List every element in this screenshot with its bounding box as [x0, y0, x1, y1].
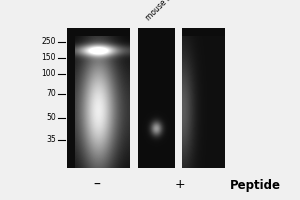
Bar — [175, 28, 182, 168]
Text: mouse brain: mouse brain — [144, 0, 184, 22]
Text: +: + — [175, 178, 185, 192]
Text: –: – — [94, 178, 100, 192]
Bar — [130, 28, 138, 168]
Text: Peptide: Peptide — [230, 178, 280, 192]
Text: 250: 250 — [41, 38, 56, 46]
Text: 100: 100 — [41, 70, 56, 78]
Text: 50: 50 — [46, 114, 56, 122]
Text: 35: 35 — [46, 136, 56, 144]
Text: 70: 70 — [46, 90, 56, 98]
Text: 150: 150 — [41, 53, 56, 62]
